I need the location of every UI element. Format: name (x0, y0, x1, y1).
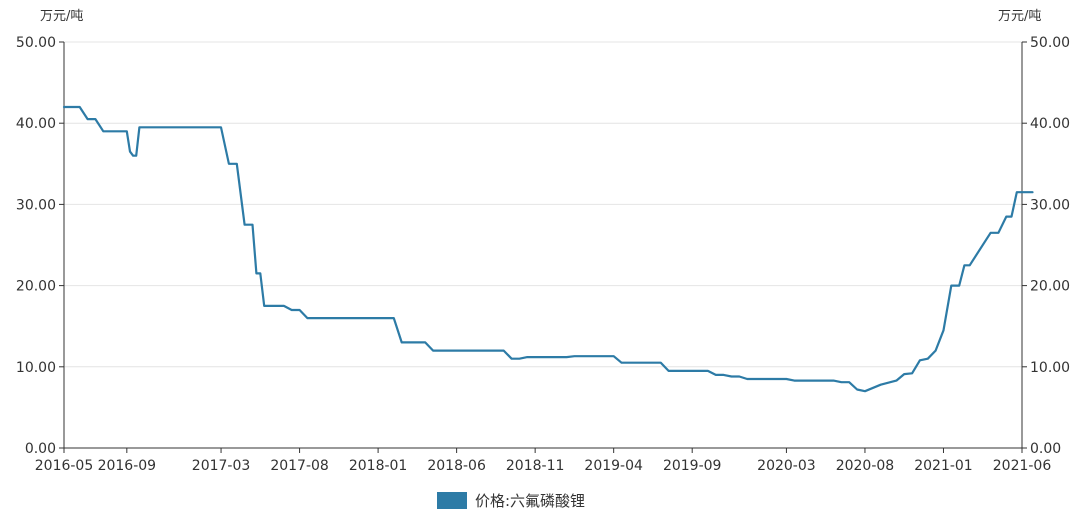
left-tick-label-5: 50.00 (16, 35, 56, 51)
series-layer (62, 105, 1034, 393)
x-tick-label-6: 2018-11 (506, 458, 565, 474)
right-tick-label-2: 20.00 (1030, 279, 1070, 295)
right-tick-label-5: 50.00 (1030, 35, 1070, 51)
left-tick-label-1: 10.00 (16, 360, 56, 376)
right-axis-unit-label: 万元/吨 (998, 9, 1041, 24)
left-tick-label-3: 30.00 (16, 197, 56, 213)
x-tick-label-12: 2021-06 (993, 458, 1052, 474)
x-tick-label-8: 2019-09 (663, 458, 722, 474)
x-tick-label-5: 2018-06 (427, 458, 486, 474)
x-tick-label-9: 2020-03 (757, 458, 816, 474)
legend-swatch (437, 492, 467, 509)
x-tick-label-4: 2018-01 (349, 458, 408, 474)
x-tick-label-7: 2019-04 (584, 458, 643, 474)
right-tick-label-0: 0.00 (1030, 441, 1061, 457)
legend-label: 价格:六氟磷酸锂 (475, 492, 585, 510)
x-tick-label-0: 2016-05 (35, 458, 94, 474)
x-tick-label-11: 2021-01 (914, 458, 973, 474)
left-tick-label-0: 0.00 (25, 441, 56, 457)
left-axis-unit-label: 万元/吨 (40, 9, 83, 24)
x-tick-label-1: 2016-09 (98, 458, 157, 474)
series-line-0 (62, 105, 1034, 393)
x-tick-label-10: 2020-08 (836, 458, 895, 474)
legend: 价格:六氟磷酸锂 (437, 492, 585, 510)
x-tick-label-3: 2017-08 (270, 458, 329, 474)
left-tick-label-2: 20.00 (16, 279, 56, 295)
right-tick-label-1: 10.00 (1030, 360, 1070, 376)
right-tick-label-3: 30.00 (1030, 197, 1070, 213)
left-tick-label-4: 40.00 (16, 116, 56, 132)
right-tick-label-4: 40.00 (1030, 116, 1070, 132)
axes: 0.00 0.00 10.00 10.00 20.00 20.00 30.00 30.00 40… (16, 35, 1070, 474)
x-tick-label-2: 2017-03 (192, 458, 251, 474)
grid-lines (64, 41, 1022, 368)
